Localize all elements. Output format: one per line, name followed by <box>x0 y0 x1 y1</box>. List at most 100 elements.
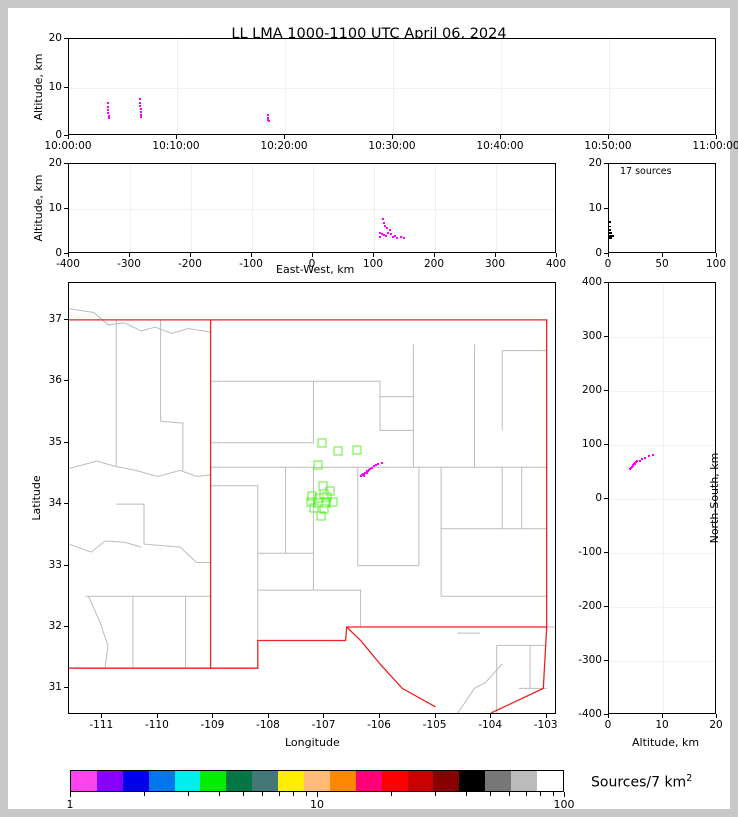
source-point <box>107 102 110 105</box>
y-tick <box>64 208 68 209</box>
colorbar-segment-7 <box>252 771 279 791</box>
y-tick <box>64 38 68 39</box>
x-tick <box>500 135 501 139</box>
colorbar-segment-10 <box>329 771 356 791</box>
figure-canvas: LL LMA 1000-1100 UTC April 06, 2024 0 10 2… <box>8 8 738 811</box>
lma-station-marker <box>325 486 335 496</box>
x-tick-label: 300 <box>484 258 506 270</box>
source-point <box>630 466 633 469</box>
source-point <box>384 234 387 237</box>
colorbar-minor-tick <box>144 792 146 796</box>
source-point <box>370 467 373 470</box>
source-point <box>107 112 110 115</box>
colorbar-tick-label: 100 <box>553 798 575 811</box>
x-tick-label: 10:30:00 <box>368 140 416 152</box>
x-tick-label: 400 <box>545 258 567 270</box>
east-west-height-panel[interactable] <box>68 163 556 253</box>
colorbar-label-exponent: 2 <box>686 773 693 784</box>
county-line <box>160 420 184 471</box>
lma-station-marker <box>319 504 329 514</box>
y-tick <box>604 660 608 661</box>
x-axis-label: Altitude, km <box>632 736 700 749</box>
colorbar[interactable] <box>70 770 564 792</box>
time-height-panel[interactable] <box>68 38 716 135</box>
x-tick <box>434 714 436 718</box>
x-tick <box>545 714 547 718</box>
histogram-bar <box>609 221 612 223</box>
colorbar-major-tick <box>70 792 71 797</box>
colorbar-minor-tick <box>391 792 393 796</box>
source-point <box>267 113 269 116</box>
source-point <box>651 453 654 456</box>
x-tick-label: -104 <box>478 719 503 731</box>
x-tick-label: 10 <box>655 719 669 731</box>
x-tick <box>662 253 663 257</box>
colorbar-minor-tick <box>552 792 554 796</box>
x-tick-label: 11:00:00 <box>692 140 738 152</box>
x-tick-label: 10:10:00 <box>152 140 200 152</box>
source-point <box>372 465 375 468</box>
colorbar-minor-tick <box>525 792 527 796</box>
y-tick-label: 36 <box>48 374 62 387</box>
y-tick <box>64 687 68 689</box>
north-south-height-panel[interactable] <box>608 282 716 714</box>
x-tick <box>373 253 374 257</box>
x-tick-label: -107 <box>311 719 336 731</box>
gridline-vertical <box>374 164 375 252</box>
altitude-histogram-panel[interactable] <box>608 163 716 253</box>
x-axis-label: East-West, km <box>276 263 355 276</box>
colorbar-segment-11 <box>355 771 382 791</box>
y-tick <box>64 253 68 254</box>
lma-station-marker <box>352 445 362 455</box>
state-border-new-mexico <box>209 319 548 669</box>
x-tick <box>68 253 69 257</box>
x-tick <box>716 714 717 718</box>
lma-station-marker <box>309 503 319 513</box>
plan-view-map-panel[interactable] <box>68 282 556 714</box>
source-point <box>383 225 386 228</box>
gridline-vertical <box>130 164 131 252</box>
source-point <box>369 467 372 470</box>
x-tick-label: 200 <box>423 258 445 270</box>
colorbar-minor-tick <box>242 792 244 796</box>
county-line <box>210 380 314 444</box>
x-tick <box>608 253 609 257</box>
histogram-bar <box>609 232 613 234</box>
colorbar-segment-6 <box>226 771 253 791</box>
source-point <box>107 105 110 108</box>
y-tick-label: 200 <box>581 384 602 396</box>
y-tick <box>64 503 68 505</box>
source-point <box>382 221 385 224</box>
gridline-vertical <box>313 164 314 252</box>
colorbar-minor-tick <box>187 792 189 796</box>
colorbar-tick-label: 1 <box>66 798 74 811</box>
x-tick-label: -110 <box>144 719 169 731</box>
source-point <box>386 227 389 229</box>
source-point <box>389 233 392 236</box>
histogram-bar <box>609 229 612 231</box>
source-point <box>139 104 142 107</box>
y-tick <box>64 135 68 136</box>
gridline-vertical <box>252 164 253 252</box>
x-tick-label: -300 <box>117 258 141 270</box>
y-tick-label: -200 <box>578 600 602 612</box>
colorbar-segment-14 <box>433 771 460 791</box>
source-point <box>267 116 270 119</box>
x-tick <box>212 714 214 718</box>
source-point <box>377 462 380 465</box>
state-border-rio-grande <box>346 626 436 708</box>
source-point <box>368 468 371 471</box>
y-tick-label: 300 <box>581 330 602 342</box>
colorbar-label: Sources/7 km2 <box>591 773 692 791</box>
colorbar-major-tick <box>317 792 318 797</box>
y-axis-label: Altitude, km <box>32 174 45 242</box>
y-tick <box>604 552 608 553</box>
y-tick-label: 0 <box>595 492 602 504</box>
x-tick <box>434 253 435 257</box>
source-point <box>379 231 382 234</box>
y-tick <box>604 163 608 164</box>
x-tick-label: 10:20:00 <box>260 140 308 152</box>
colorbar-segment-2 <box>122 771 149 791</box>
county-line <box>69 540 142 553</box>
gridline-horizontal <box>609 391 715 392</box>
